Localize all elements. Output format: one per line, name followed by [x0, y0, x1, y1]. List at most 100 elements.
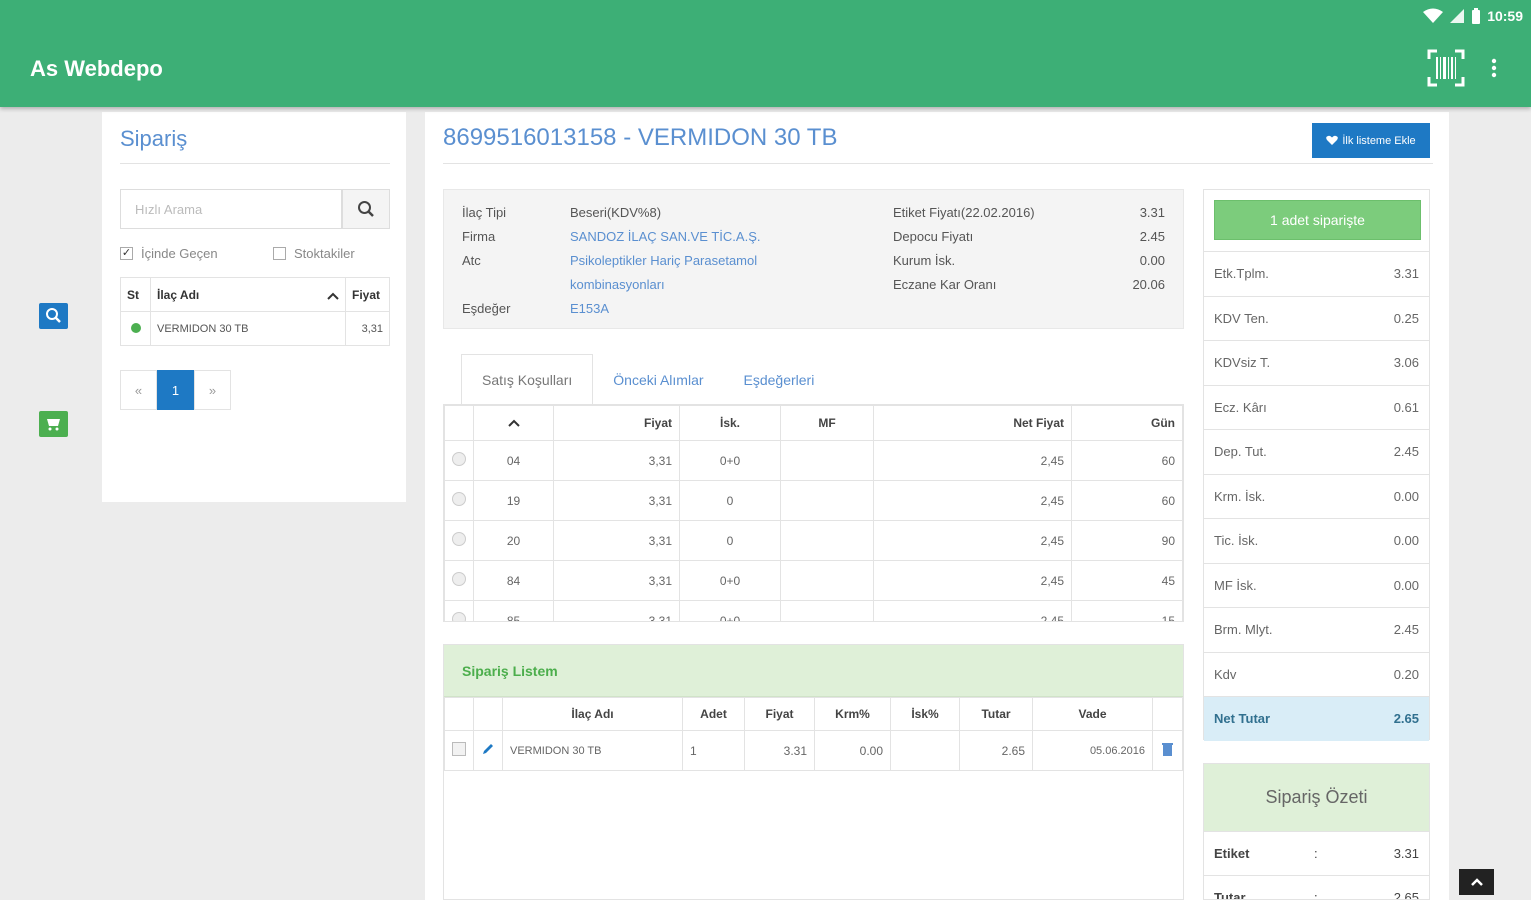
condition-days: 45: [1071, 560, 1183, 601]
search-button[interactable]: [342, 189, 390, 229]
col-due[interactable]: Vade: [1032, 697, 1153, 731]
col-code[interactable]: [473, 405, 554, 441]
condition-mf: [780, 480, 874, 521]
equiv-link[interactable]: E153A: [570, 301, 610, 316]
condition-radio[interactable]: [452, 612, 466, 621]
table-row[interactable]: 84 3,31 0+0 2,45 45: [444, 560, 1183, 601]
stock-cell: [120, 311, 151, 346]
col-discount[interactable]: İsk.: [679, 405, 781, 441]
col-mf[interactable]: MF: [780, 405, 874, 441]
col-name[interactable]: İlaç Adı: [502, 697, 683, 731]
condition-net: 2,45: [873, 600, 1072, 621]
barcode-scan-button[interactable]: [1427, 49, 1465, 87]
clock: 10:59: [1487, 8, 1523, 24]
page-current[interactable]: 1: [157, 370, 194, 410]
summary-row: Ecz. Kârı 0.61: [1204, 384, 1429, 430]
condition-code: 19: [473, 480, 554, 521]
col-select: [444, 405, 474, 441]
page-prev[interactable]: «: [120, 370, 157, 410]
col-total[interactable]: Tutar: [959, 697, 1033, 731]
order-item-price: 3.31: [744, 730, 815, 771]
label-price: Etiket Fiyatı(22.02.2016): [893, 205, 1035, 220]
condition-price: 3,31: [553, 560, 680, 601]
product-info: İlaç Tipi Beseri(KDV%8) Firma SANDOZ İLAÇ …: [443, 189, 1184, 329]
condition-mf: [780, 520, 874, 561]
order-summary-row: Tutar:2.65: [1204, 875, 1429, 899]
table-row[interactable]: 85 3,31 0+0 2,45 15: [444, 600, 1183, 621]
conditions-table-scroll[interactable]: Fiyat İsk. MF Net Fiyat Gün 04 3,31 0+0 …: [443, 404, 1184, 622]
col-days[interactable]: Gün: [1071, 405, 1183, 441]
col-net-price[interactable]: Net Fiyat: [873, 405, 1072, 441]
table-row[interactable]: 04 3,31 0+0 2,45 60: [444, 440, 1183, 481]
table-row[interactable]: VERMIDON 30 TB 3,31: [120, 311, 390, 346]
search-panel-title: Sipariş: [120, 126, 188, 151]
info-equiv: Eşdeğer E153A: [462, 301, 610, 316]
search-nav-button[interactable]: [39, 303, 68, 329]
col-price[interactable]: Fiyat: [744, 697, 815, 731]
order-list: Sipariş Listem İlaç Adı Adet Fiyat Krm% …: [443, 644, 1184, 900]
wifi-icon: [1423, 8, 1444, 23]
col-price[interactable]: Fiyat: [553, 405, 680, 441]
firm-link[interactable]: SANDOZ İLAÇ SAN.VE TİC.A.Ş.: [570, 229, 761, 244]
page-next[interactable]: »: [194, 370, 231, 410]
order-item-qty: 1: [682, 730, 745, 771]
info-firm: Firma SANDOZ İLAÇ SAN.VE TİC.A.Ş.: [462, 229, 761, 244]
in-stock-dot-icon: [130, 322, 141, 333]
atc-link-cont[interactable]: kombinasyonları: [570, 277, 665, 292]
condition-mf: [780, 600, 874, 621]
in-stock-option[interactable]: Stoktakiler: [273, 246, 355, 261]
condition-net: 2,45: [873, 440, 1072, 481]
table-row[interactable]: 19 3,31 0 2,45 60: [444, 480, 1183, 521]
order-row-checkbox[interactable]: [452, 742, 466, 756]
condition-price: 3,31: [553, 600, 680, 621]
contains-option[interactable]: ✓ İçinde Geçen: [120, 246, 218, 261]
col-price[interactable]: Fiyat: [345, 277, 390, 312]
overflow-menu-button[interactable]: [1484, 58, 1504, 80]
col-name[interactable]: İlaç Adı: [150, 277, 346, 312]
order-summary: Sipariş Özeti Etiket:3.31 Tutar:2.65: [1203, 763, 1430, 900]
condition-days: 15: [1071, 600, 1183, 621]
net-total-row: Net Tutar 2.65: [1204, 696, 1429, 741]
condition-radio[interactable]: [452, 532, 466, 546]
tab-equivalents[interactable]: Eşdeğerleri: [743, 371, 815, 388]
sort-asc-icon: [507, 419, 520, 427]
col-qty[interactable]: Adet: [682, 697, 745, 731]
result-price: 3,31: [345, 311, 390, 346]
quick-search-input[interactable]: [120, 189, 342, 229]
search-icon: [46, 308, 61, 323]
col-isk[interactable]: İsk%: [890, 697, 960, 731]
table-row[interactable]: VERMIDON 30 TB 1 3.31 0.00 2.65 05.06.20…: [444, 730, 1183, 771]
atc-link[interactable]: Psikoleptikler Hariç Parasetamol: [570, 253, 758, 268]
col-krm[interactable]: Krm%: [814, 697, 891, 731]
condition-price: 3,31: [553, 480, 680, 521]
table-row[interactable]: 20 3,31 0 2,45 90: [444, 520, 1183, 561]
in-stock-checkbox[interactable]: [273, 247, 286, 260]
edit-button[interactable]: [473, 730, 503, 771]
condition-discount: 0+0: [679, 560, 781, 601]
cart-nav-button[interactable]: [39, 411, 68, 437]
add-to-list-button[interactable]: İlk listeme Ekle: [1312, 123, 1430, 158]
tab-previous-purchases[interactable]: Önceki Alımlar: [613, 371, 704, 388]
pencil-icon: [483, 744, 493, 754]
summary-row: MF İsk. 0.00: [1204, 562, 1429, 608]
condition-radio[interactable]: [452, 452, 466, 466]
condition-radio[interactable]: [452, 572, 466, 586]
order-button[interactable]: 1 adet siparişte: [1214, 200, 1421, 240]
condition-net: 2,45: [873, 560, 1072, 601]
condition-net: 2,45: [873, 480, 1072, 521]
trash-icon: [1162, 743, 1173, 756]
add-to-list-label: İlk listeme Ekle: [1342, 134, 1416, 147]
summary-row: Brm. Mlyt. 2.45: [1204, 607, 1429, 652]
condition-code: 04: [473, 440, 554, 481]
scroll-to-top-button[interactable]: [1459, 869, 1494, 895]
contains-label: İçinde Geçen: [141, 246, 218, 261]
order-table: İlaç Adı Adet Fiyat Krm% İsk% Tutar Vade: [444, 697, 1183, 771]
contains-checkbox[interactable]: ✓: [120, 247, 133, 260]
institution-discount-value: 0.00: [1139, 253, 1165, 268]
tab-sale-conditions[interactable]: Satış Koşulları: [461, 354, 594, 405]
delete-button[interactable]: [1152, 730, 1183, 771]
condition-radio[interactable]: [452, 492, 466, 506]
col-stock[interactable]: St: [120, 277, 151, 312]
conditions-table: Fiyat İsk. MF Net Fiyat Gün 04 3,31 0+0 …: [444, 405, 1183, 621]
condition-mf: [780, 440, 874, 481]
